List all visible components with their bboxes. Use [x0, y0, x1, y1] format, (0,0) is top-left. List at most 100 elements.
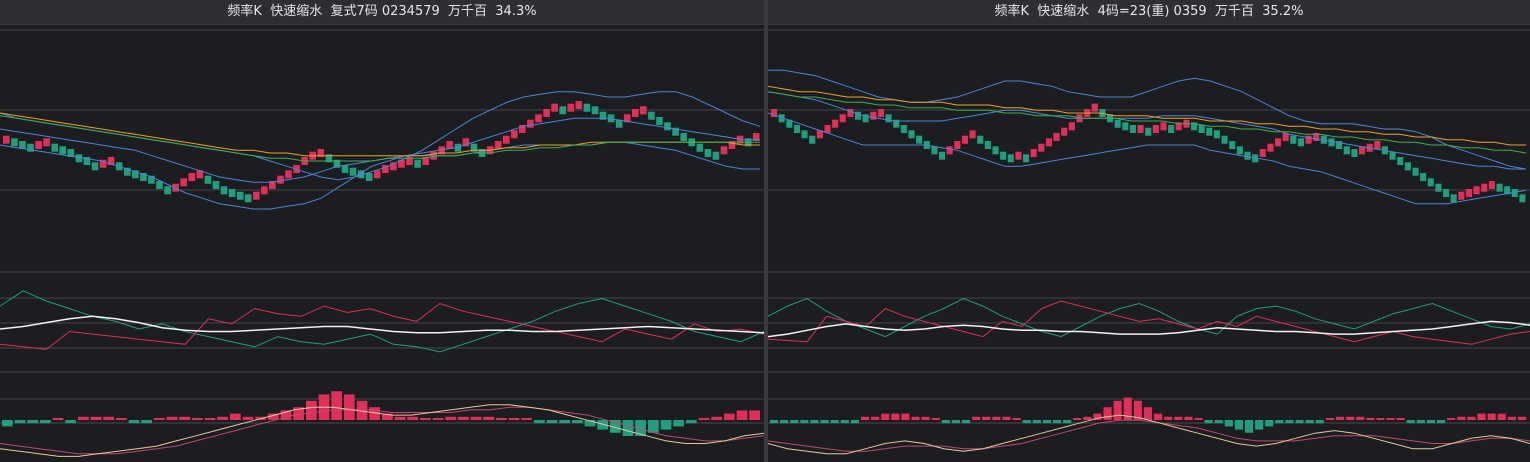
price-brick [494, 141, 502, 149]
price-brick [786, 119, 793, 128]
macd-histogram-bar [166, 416, 178, 420]
macd-histogram-bar [901, 413, 910, 420]
macd-histogram-bar [660, 420, 672, 430]
price-brick [341, 165, 349, 173]
macd-histogram-bar [116, 418, 127, 420]
macd-histogram-bar [230, 413, 241, 420]
price-brick [196, 170, 204, 179]
price-brick [793, 125, 800, 133]
price-brick [470, 143, 478, 152]
macd-histogram-bar [382, 413, 393, 420]
price-brick [1404, 162, 1411, 171]
price-brick [672, 127, 679, 136]
price-brick [1175, 122, 1182, 131]
macd-histogram-bar [280, 410, 292, 420]
price-brick [1129, 125, 1136, 133]
macd-histogram-bar [736, 410, 748, 420]
price-brick [35, 141, 42, 149]
price-brick [1465, 189, 1472, 197]
kdj-white-line [768, 320, 1530, 338]
macd-histogram-bar [179, 416, 190, 420]
macd-histogram-bar [521, 418, 532, 420]
macd-histogram-bar [861, 416, 870, 420]
macd-histogram-bar [1083, 416, 1092, 420]
macd-histogram-bar [27, 420, 38, 424]
macd-histogram-bar [1406, 420, 1415, 424]
price-brick [591, 106, 599, 115]
price-brick [43, 138, 50, 147]
price-brick [1191, 122, 1198, 131]
price-brick [1297, 138, 1304, 147]
macd-histogram-bar [1517, 416, 1526, 420]
price-brick [977, 135, 984, 144]
macd-histogram-bar [128, 420, 140, 424]
macd-dea-line [768, 419, 1530, 452]
macd-histogram-bar [881, 413, 890, 420]
price-brick [567, 103, 575, 112]
price-brick [583, 103, 591, 112]
price-brick [325, 154, 333, 163]
macd-histogram-bar [1022, 420, 1031, 424]
price-brick [575, 101, 583, 109]
price-brick [1007, 154, 1014, 163]
price-brick [1320, 135, 1327, 144]
macd-histogram-bar [1336, 416, 1345, 420]
price-brick [269, 181, 276, 189]
price-brick [752, 133, 760, 141]
kdj-white-line [0, 315, 764, 334]
price-brick [1305, 135, 1312, 144]
panel-divider[interactable] [764, 0, 768, 462]
macd-histogram-bar [1224, 420, 1233, 427]
price-brick [164, 186, 171, 195]
price-brick [67, 149, 75, 157]
macd-histogram-bar [686, 420, 697, 424]
price-brick [373, 170, 381, 179]
price-brick [212, 181, 220, 189]
price-brick [180, 178, 187, 187]
macd-histogram-bar [508, 418, 520, 420]
boll-lower-line [0, 141, 760, 210]
price-brick [1374, 141, 1381, 149]
kdj-green-line [0, 290, 764, 353]
price-brick [1397, 157, 1404, 165]
macd-histogram-bar [951, 420, 960, 424]
macd-histogram-bar [1497, 413, 1506, 420]
price-brick [1091, 103, 1098, 112]
price-brick [333, 159, 341, 168]
macd-histogram-bar [1356, 416, 1365, 420]
macd-histogram-bar [891, 413, 900, 420]
macd-histogram-bar [1376, 418, 1385, 420]
ma-short-line [768, 85, 1526, 146]
price-brick [446, 141, 454, 149]
chart-canvas-right [768, 29, 1530, 455]
macd-histogram-bar [810, 420, 819, 424]
price-brick [809, 135, 816, 144]
price-brick [1259, 149, 1266, 157]
chart-panel-left: 频率K 快速缩水 复式7码 0234579 万千百 34.3% [0, 0, 764, 462]
macd-histogram-bar [65, 420, 76, 424]
price-brick [75, 154, 83, 163]
price-brick [261, 186, 268, 195]
macd-histogram-bar [1184, 416, 1193, 420]
price-brick [236, 191, 244, 200]
kdj-red-line [768, 300, 1530, 345]
price-brick [832, 119, 839, 128]
macd-histogram-bar [1093, 413, 1102, 420]
price-brick [1045, 138, 1052, 147]
macd-histogram-bar [1437, 420, 1446, 424]
price-brick [954, 141, 961, 149]
price-brick [535, 114, 542, 123]
macd-histogram-bar [1265, 420, 1274, 427]
price-brick [1519, 194, 1526, 203]
price-brick [680, 133, 687, 141]
macd-histogram-bar [204, 418, 216, 420]
macd-histogram-bar [840, 420, 849, 424]
macd-histogram-bar [1255, 420, 1264, 430]
price-brick [1198, 125, 1205, 133]
price-brick [720, 146, 728, 155]
price-brick [704, 149, 712, 157]
macd-histogram-bar [306, 400, 317, 420]
price-brick [648, 111, 655, 120]
price-brick [398, 159, 405, 168]
macd-histogram-bar [52, 418, 64, 420]
